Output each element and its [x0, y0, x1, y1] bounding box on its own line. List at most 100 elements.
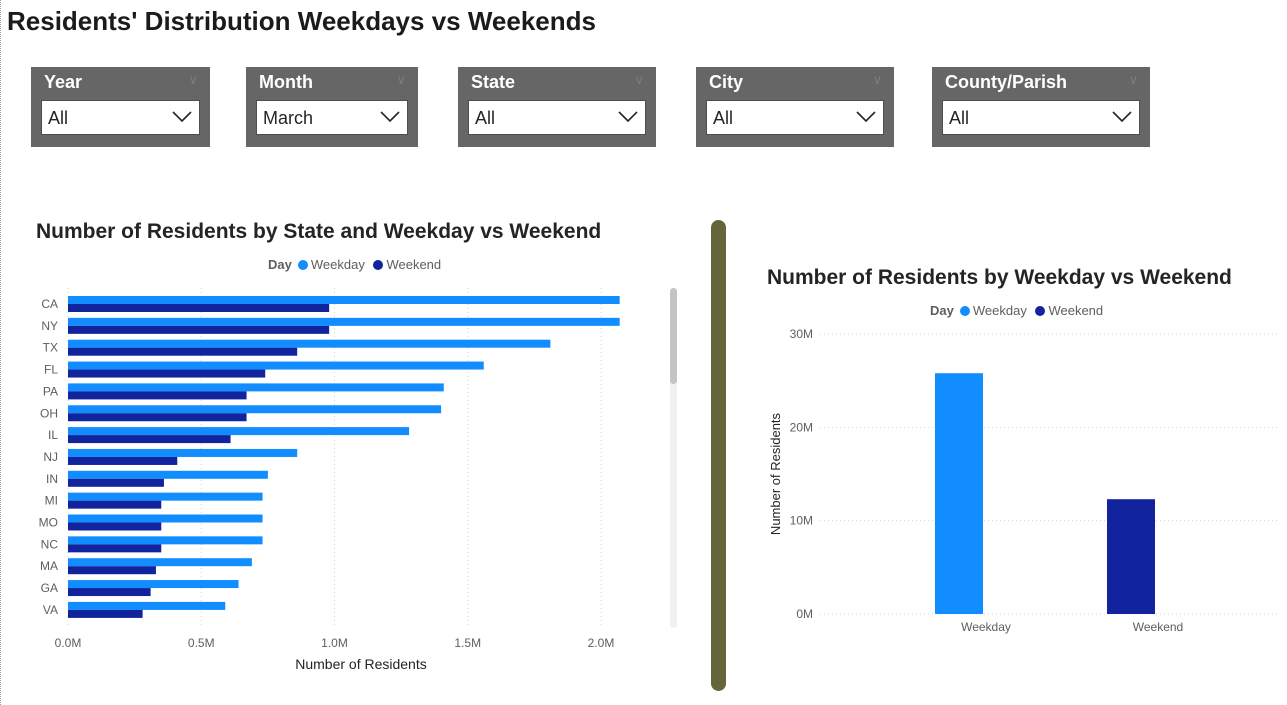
- bar-weekday-nj: [68, 448, 298, 457]
- slicer-label: Year: [44, 72, 83, 92]
- slicer-label: County/Parish: [945, 72, 1068, 92]
- bar-weekend-ca: [68, 304, 330, 312]
- page-title: Residents' Distribution Weekdays vs Week…: [7, 6, 596, 36]
- day-chart-legend: Day Weekday Weekend: [930, 303, 1106, 318]
- y-tick-label: NY: [41, 319, 58, 333]
- clear-selection-icon[interactable]: ∨: [188, 72, 198, 87]
- bar-weekday-va: [68, 601, 226, 610]
- bar-weekend-ma: [68, 566, 156, 575]
- slicer-value: March: [263, 108, 314, 128]
- bar-weekday-mo: [68, 514, 263, 523]
- state-slicer[interactable]: State ∨ All: [458, 67, 656, 147]
- y-tick-label: FL: [44, 363, 58, 377]
- bar-weekend-tx: [68, 347, 298, 356]
- page-left-border: [0, 0, 2, 705]
- legend-item-weekend[interactable]: Weekend: [1033, 303, 1103, 318]
- legend-title: Day: [930, 303, 954, 318]
- legend-marker: [959, 306, 970, 316]
- y-tick-label: NC: [41, 537, 59, 551]
- y-tick-label: PA: [43, 384, 58, 398]
- bar-weekend-nc: [68, 544, 162, 553]
- legend-label: Weekend: [386, 257, 442, 272]
- legend-item-weekday[interactable]: Weekday: [296, 257, 365, 272]
- x-tick-label: 1.0M: [321, 636, 348, 650]
- chevron-down-icon: [172, 111, 192, 123]
- bar-weekend-va: [68, 609, 143, 618]
- county-dropdown[interactable]: All: [942, 100, 1140, 135]
- bar-weekend-pa: [68, 391, 247, 400]
- month-dropdown[interactable]: March: [256, 100, 408, 135]
- legend-item-weekend[interactable]: Weekend: [371, 257, 441, 272]
- y-tick-label: CA: [41, 297, 58, 311]
- bar-weekend-oh: [68, 413, 247, 422]
- legend-label: Weekday: [310, 257, 365, 272]
- legend-label: Weekday: [972, 303, 1027, 318]
- day-chart: 0M 10M 20M 30M Weekday Weekend Number of Resid…: [768, 327, 1280, 634]
- state-chart-legend: Day Weekday Weekend: [268, 257, 444, 272]
- bar-weekday-mi: [68, 492, 263, 501]
- bar-weekday-ny: [68, 317, 620, 326]
- legend-marker: [1035, 306, 1046, 316]
- bar-weekend: [1107, 499, 1155, 614]
- slicer-label: State: [471, 72, 516, 92]
- bar-weekend-mo: [68, 522, 162, 531]
- bar-weekday-pa: [68, 383, 444, 392]
- y-tick-label: MA: [40, 559, 58, 573]
- x-tick-label: 0.5M: [188, 636, 215, 650]
- y-tick-label: 30M: [790, 327, 813, 341]
- bar-weekend-fl: [68, 369, 266, 378]
- y-tick-label: VA: [43, 603, 58, 617]
- year-dropdown[interactable]: All: [41, 100, 200, 135]
- clear-selection-icon[interactable]: ∨: [872, 72, 882, 87]
- y-tick-label: 20M: [790, 420, 813, 434]
- y-tick-label: IN: [46, 472, 58, 486]
- chevron-down-icon: [856, 111, 876, 123]
- clear-selection-icon[interactable]: ∨: [1128, 72, 1138, 87]
- bar-weekend-ny: [68, 325, 330, 334]
- bar-weekday: [935, 373, 983, 614]
- year-slicer[interactable]: Year ∨ All: [31, 67, 210, 147]
- y-tick-label: GA: [41, 581, 58, 595]
- bar-weekend-in: [68, 478, 164, 487]
- vertical-divider: [711, 220, 726, 691]
- bar-weekend-nj: [68, 456, 178, 465]
- bar-weekend-mi: [68, 500, 162, 509]
- legend-item-weekday[interactable]: Weekday: [958, 303, 1027, 318]
- y-axis-label: Number of Residents: [768, 412, 783, 535]
- city-slicer[interactable]: City ∨ All: [696, 67, 894, 147]
- bar-weekday-oh: [68, 405, 442, 414]
- bar-weekday-in: [68, 470, 268, 479]
- chart-scrollbar-track[interactable]: [670, 288, 677, 628]
- bar-weekday-ga: [68, 580, 239, 589]
- x-tick-label: Weekend: [1133, 620, 1183, 634]
- clear-selection-icon[interactable]: ∨: [634, 72, 644, 87]
- bar-weekend-ga: [68, 588, 151, 597]
- bar-weekend-il: [68, 435, 231, 444]
- bar-weekday-ma: [68, 558, 252, 567]
- county-slicer[interactable]: County/Parish ∨ All: [932, 67, 1150, 147]
- slicer-value: All: [48, 108, 69, 128]
- legend-label: Weekend: [1048, 303, 1104, 318]
- x-tick-label: 2.0M: [588, 636, 615, 650]
- y-tick-label: IL: [48, 428, 58, 442]
- city-dropdown[interactable]: All: [706, 100, 884, 135]
- slicer-value: All: [949, 108, 970, 128]
- chevron-down-icon: [380, 111, 400, 123]
- chart-scrollbar-thumb[interactable]: [670, 288, 677, 384]
- bar-weekday-il: [68, 427, 410, 436]
- month-slicer[interactable]: Month ∨ March: [246, 67, 418, 147]
- y-tick-label: 0M: [796, 607, 813, 621]
- slicer-value: All: [475, 108, 496, 128]
- x-tick-label: Weekday: [961, 620, 1011, 634]
- state-chart-title: Number of Residents by State and Weekday…: [36, 220, 602, 243]
- y-tick-label: NJ: [43, 450, 58, 464]
- x-axis-label: Number of Residents: [295, 656, 427, 672]
- legend-title: Day: [268, 257, 292, 272]
- y-tick-label: 10M: [790, 514, 813, 528]
- y-tick-label: TX: [43, 341, 58, 355]
- bar-weekday-tx: [68, 339, 551, 348]
- state-dropdown[interactable]: All: [468, 100, 646, 135]
- clear-selection-icon[interactable]: ∨: [396, 72, 406, 87]
- x-tick-label: 0.0M: [55, 636, 82, 650]
- y-tick-label: OH: [40, 406, 58, 420]
